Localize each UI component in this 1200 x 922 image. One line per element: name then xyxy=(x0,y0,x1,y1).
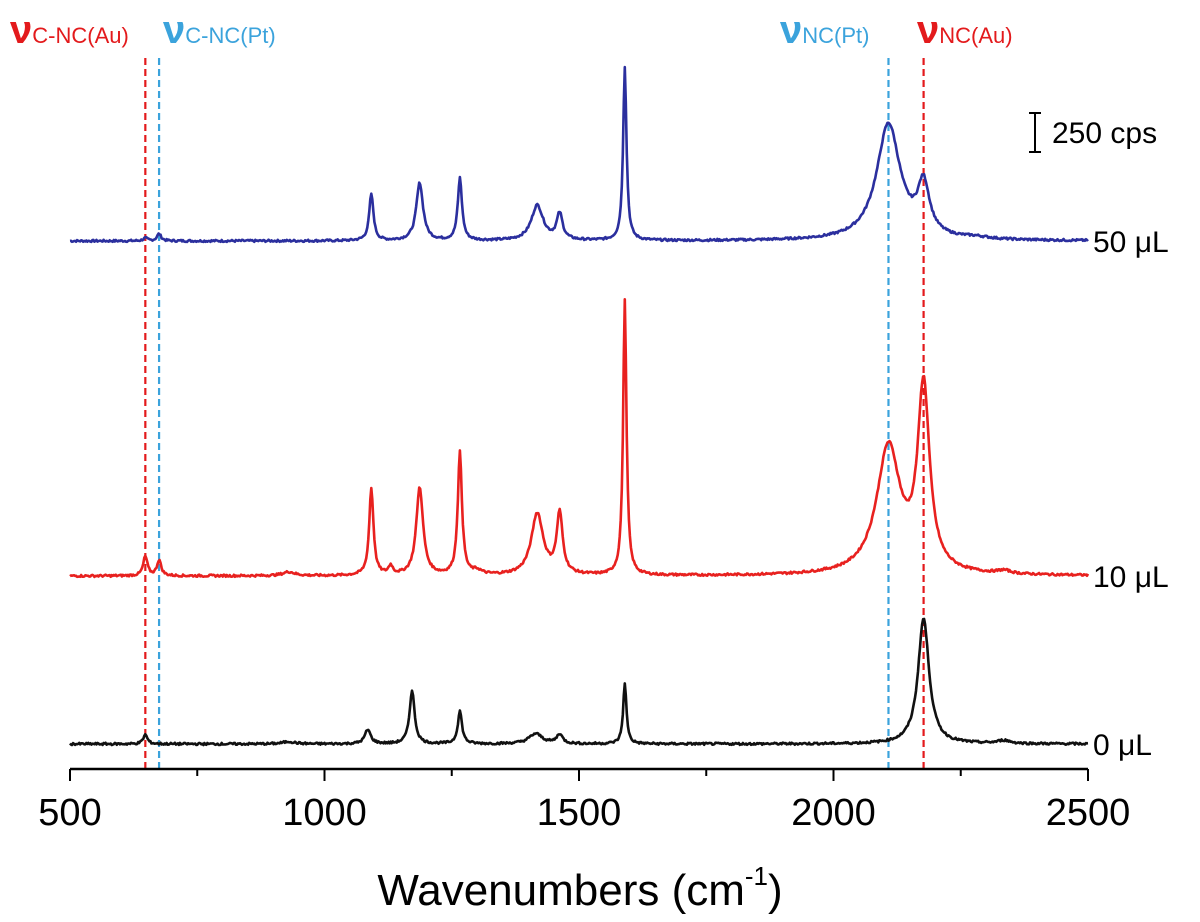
series-label: 10 μL xyxy=(1093,561,1169,594)
scale-bar-label: 250 cps xyxy=(1052,117,1157,150)
marker-label: νNC(Au) xyxy=(917,8,1013,52)
x-axis-title: Wavenumbers (cm-1) xyxy=(377,861,782,915)
marker-lines xyxy=(144,58,925,769)
x-tick-label: 1000 xyxy=(282,792,367,834)
x-tick-label: 2500 xyxy=(1046,792,1131,834)
x-axis: 500 1000 1500 2000 2500 xyxy=(38,767,1131,834)
x-tick-label: 500 xyxy=(38,792,101,834)
marker-label: νC-NC(Pt) xyxy=(163,8,276,52)
x-tick-label: 2000 xyxy=(791,792,876,834)
x-axis-title-end: ) xyxy=(768,866,783,915)
series-label: 50 μL xyxy=(1093,226,1169,259)
x-tick-label: 1500 xyxy=(537,792,622,834)
series-label: 0 μL xyxy=(1093,729,1152,762)
series-line xyxy=(69,298,1090,579)
marker-label: νNC(Pt) xyxy=(780,8,869,52)
series-labels: 50 μL 10 μL 0 μL xyxy=(1093,226,1169,762)
series-line xyxy=(69,617,1089,747)
marker-label: νC-NC(Au) xyxy=(10,8,129,52)
series-line xyxy=(69,65,1089,244)
x-axis-title-main: Wavenumbers (cm xyxy=(377,866,745,915)
series-layer xyxy=(69,65,1090,747)
x-axis-title-sup: -1 xyxy=(745,861,768,891)
scale-bar: 250 cps xyxy=(1029,112,1157,153)
marker-labels: νC-NC(Au) νC-NC(Pt) νNC(Pt) νNC(Au) xyxy=(10,8,1013,52)
